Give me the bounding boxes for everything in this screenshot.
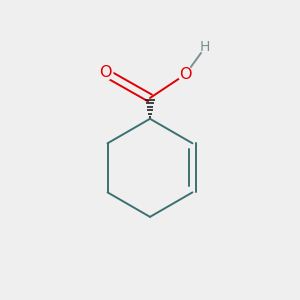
Text: H: H <box>200 40 210 55</box>
Circle shape <box>178 67 193 82</box>
Circle shape <box>200 42 210 53</box>
Circle shape <box>98 65 113 80</box>
Text: O: O <box>99 65 112 80</box>
Text: O: O <box>179 67 192 82</box>
